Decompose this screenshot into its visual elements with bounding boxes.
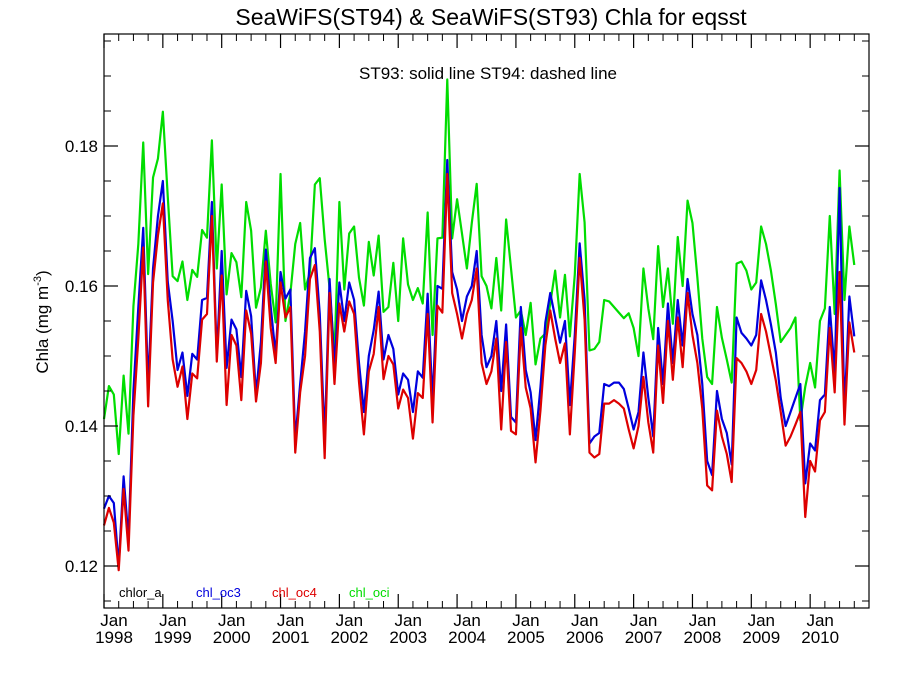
x-tick-year-label: 2001 (272, 628, 310, 647)
y-tick-label: 0.18 (65, 137, 98, 156)
y-tick-label: 0.12 (65, 557, 98, 576)
y-axis-label-close: ) (33, 270, 52, 276)
y-axis-label: Chla (mg m-3) (32, 270, 52, 373)
x-tick-year-label: 2008 (684, 628, 722, 647)
x-tick-month-label: Jan (395, 611, 422, 630)
y-axis-label-exponent: -3 (32, 276, 44, 286)
y-tick-label: 0.14 (65, 417, 98, 436)
legend-entry-chl-oc3: chl_oc3 (196, 585, 241, 600)
series-group (102, 78, 856, 572)
x-tick-year-label: 1998 (95, 628, 133, 647)
x-tick-year-label: 2009 (742, 628, 780, 647)
x-tick-year-label: 2010 (801, 628, 839, 647)
legend: chlor_a chl_oc3 chl_oc4 chl_oci (119, 585, 390, 600)
series-line-chl-oci (102, 78, 856, 456)
axis-ticks: 0.120.140.160.18Jan1998Jan1999Jan2000Jan… (65, 34, 869, 647)
x-tick-month-label: Jan (689, 611, 716, 630)
x-tick-year-label: 2003 (389, 628, 427, 647)
series-line-chl-oc4 (102, 172, 856, 572)
x-tick-year-label: 2000 (213, 628, 251, 647)
legend-entry-chl-oc4: chl_oc4 (272, 585, 317, 600)
x-tick-month-label: Jan (806, 611, 833, 630)
x-tick-month-label: Jan (453, 611, 480, 630)
series-line-chl-oc3 (102, 158, 856, 568)
x-tick-month-label: Jan (512, 611, 539, 630)
chart-title: SeaWiFS(ST94) & SeaWiFS(ST93) Chla for e… (235, 4, 747, 30)
x-tick-month-label: Jan (336, 611, 363, 630)
x-tick-year-label: 2005 (507, 628, 545, 647)
x-tick-year-label: 2002 (330, 628, 368, 647)
x-tick-month-label: Jan (100, 611, 127, 630)
x-tick-month-label: Jan (630, 611, 657, 630)
x-tick-month-label: Jan (748, 611, 775, 630)
x-tick-year-label: 2004 (448, 628, 486, 647)
x-tick-year-label: 2006 (566, 628, 604, 647)
x-tick-year-label: 1999 (154, 628, 192, 647)
x-tick-month-label: Jan (277, 611, 304, 630)
legend-entry-chl-oci: chl_oci (349, 585, 390, 600)
y-axis-label-text: Chla (mg m (33, 286, 52, 374)
x-tick-month-label: Jan (159, 611, 186, 630)
line-style-annotation: ST93: solid line ST94: dashed line (359, 64, 617, 83)
y-tick-label: 0.16 (65, 277, 98, 296)
x-tick-month-label: Jan (571, 611, 598, 630)
x-tick-month-label: Jan (218, 611, 245, 630)
legend-entry-chlor-a: chlor_a (119, 585, 162, 600)
x-tick-year-label: 2007 (625, 628, 663, 647)
